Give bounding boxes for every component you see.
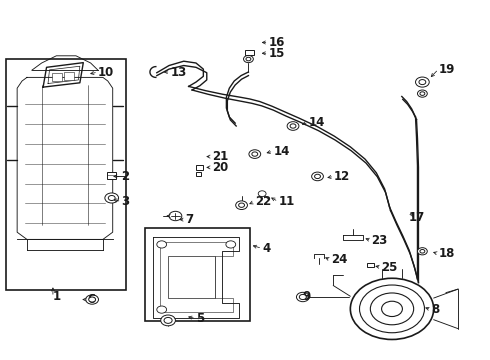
Text: 2: 2 xyxy=(122,170,130,183)
Circle shape xyxy=(420,92,425,95)
Circle shape xyxy=(108,195,115,201)
Text: 15: 15 xyxy=(269,47,285,60)
Circle shape xyxy=(157,306,167,313)
Text: 14: 14 xyxy=(309,116,325,129)
Text: 1: 1 xyxy=(53,291,61,303)
Circle shape xyxy=(249,150,261,158)
Circle shape xyxy=(420,249,425,253)
Text: 5: 5 xyxy=(196,312,204,325)
Bar xyxy=(245,50,254,55)
Circle shape xyxy=(417,248,427,255)
Text: 22: 22 xyxy=(255,195,271,208)
Bar xyxy=(6,59,126,290)
Circle shape xyxy=(416,77,429,87)
Circle shape xyxy=(315,174,320,179)
Circle shape xyxy=(296,292,309,302)
Text: 8: 8 xyxy=(431,303,440,316)
Circle shape xyxy=(89,297,96,302)
Circle shape xyxy=(312,172,323,181)
Circle shape xyxy=(239,203,245,207)
Circle shape xyxy=(169,211,182,221)
Bar xyxy=(196,165,203,170)
Circle shape xyxy=(417,90,427,97)
Bar xyxy=(107,172,116,179)
Circle shape xyxy=(258,191,266,197)
Bar xyxy=(52,73,62,81)
Text: 25: 25 xyxy=(381,261,397,274)
Circle shape xyxy=(164,318,172,323)
Bar xyxy=(367,263,374,267)
Circle shape xyxy=(161,315,175,326)
Bar xyxy=(145,228,250,321)
Bar xyxy=(168,256,215,298)
Circle shape xyxy=(86,295,98,304)
Text: 3: 3 xyxy=(122,195,130,208)
Text: 6: 6 xyxy=(87,293,96,306)
Text: 24: 24 xyxy=(331,253,347,266)
Text: 14: 14 xyxy=(273,145,290,158)
Circle shape xyxy=(226,241,236,248)
Text: 10: 10 xyxy=(98,66,114,78)
Circle shape xyxy=(419,80,426,85)
Circle shape xyxy=(105,193,119,203)
Text: 16: 16 xyxy=(269,36,285,49)
Text: 13: 13 xyxy=(171,66,187,78)
Circle shape xyxy=(290,124,296,128)
Text: 19: 19 xyxy=(439,63,455,76)
Text: 17: 17 xyxy=(409,211,425,224)
Text: 7: 7 xyxy=(185,213,194,226)
Circle shape xyxy=(382,301,402,316)
Text: 20: 20 xyxy=(212,161,228,174)
Text: 21: 21 xyxy=(212,150,228,163)
Circle shape xyxy=(299,294,306,300)
Circle shape xyxy=(246,57,251,61)
Bar xyxy=(64,72,74,80)
Text: 18: 18 xyxy=(439,247,455,260)
Circle shape xyxy=(360,285,424,333)
Circle shape xyxy=(157,241,167,248)
Text: 11: 11 xyxy=(278,195,294,208)
Circle shape xyxy=(350,278,434,339)
Text: 12: 12 xyxy=(334,170,350,183)
Text: 9: 9 xyxy=(303,291,311,303)
Circle shape xyxy=(370,293,414,325)
Bar xyxy=(196,172,201,176)
Circle shape xyxy=(244,55,253,63)
Circle shape xyxy=(287,122,299,130)
Circle shape xyxy=(236,201,247,210)
Circle shape xyxy=(252,152,258,156)
Text: 23: 23 xyxy=(371,234,388,247)
Text: 4: 4 xyxy=(262,242,270,255)
